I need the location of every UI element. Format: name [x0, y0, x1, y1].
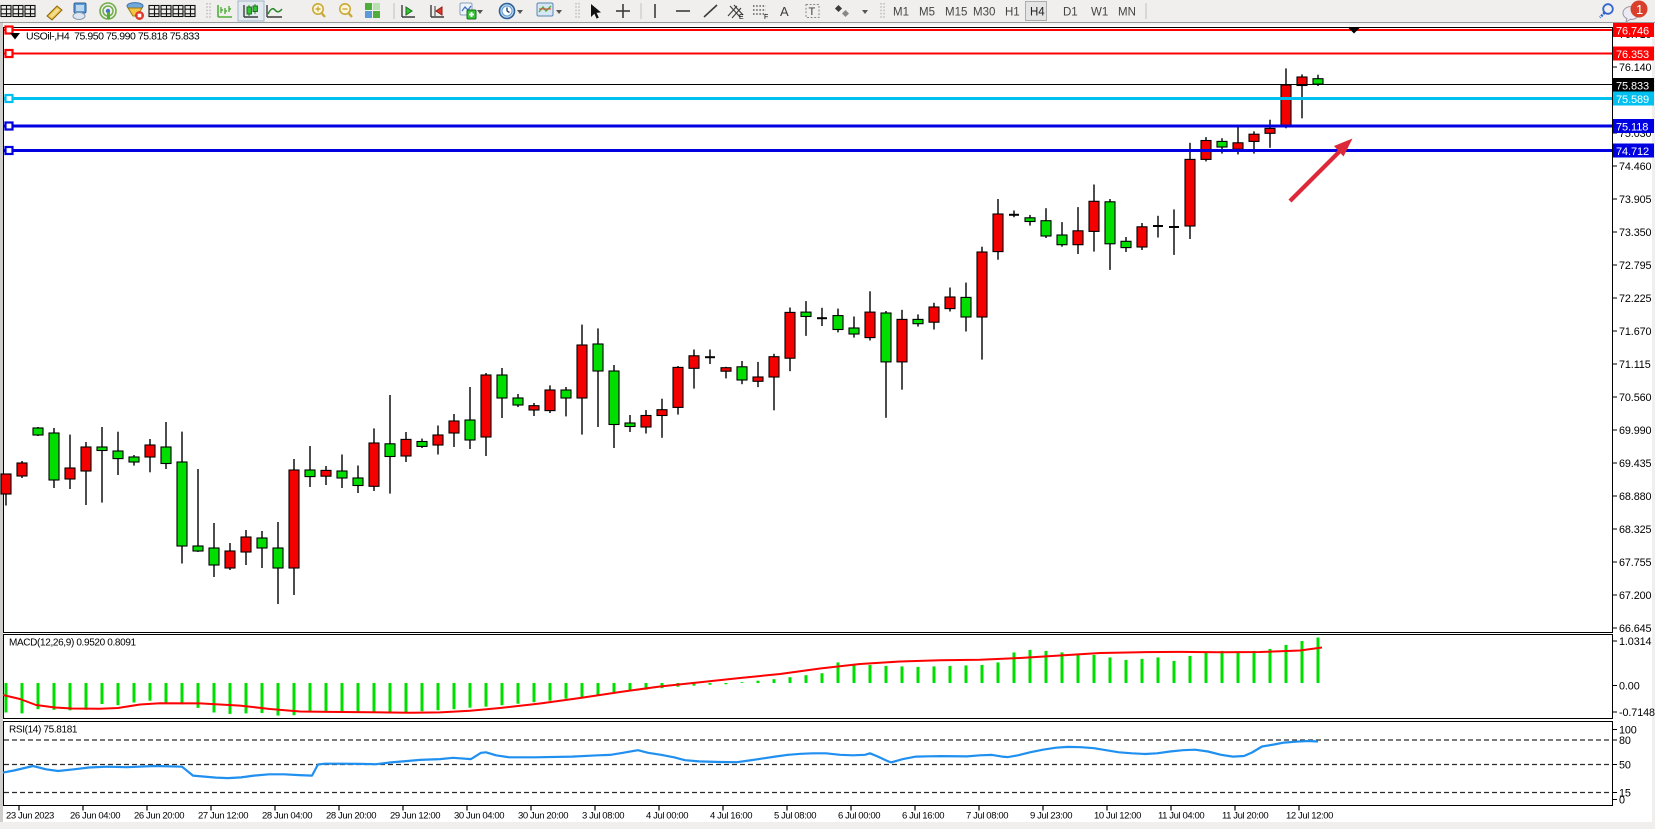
svg-text:RSI(14) 75.8181: RSI(14) 75.8181	[9, 725, 78, 736]
svg-text:76.353: 76.353	[1616, 49, 1649, 61]
svg-text:10 Jul 12:00: 10 Jul 12:00	[1094, 811, 1141, 822]
svg-text:75.118: 75.118	[1616, 122, 1648, 134]
svg-text:71.115: 71.115	[1619, 359, 1651, 371]
svg-text:50: 50	[1619, 760, 1631, 772]
svg-text:68.325: 68.325	[1619, 524, 1652, 536]
svg-text:MACD(12,26,9) 0.9520 0.8091: MACD(12,26,9) 0.9520 0.8091	[9, 638, 137, 649]
svg-text:76.140: 76.140	[1619, 62, 1652, 74]
svg-text:71.670: 71.670	[1619, 326, 1652, 338]
svg-text:11 Jul 04:00: 11 Jul 04:00	[1158, 811, 1204, 822]
svg-text:M15: M15	[945, 7, 967, 19]
svg-text:11 Jul 20:00: 11 Jul 20:00	[1222, 811, 1268, 822]
svg-text:74.712: 74.712	[1616, 146, 1649, 158]
svg-text:75.589: 75.589	[1616, 94, 1649, 106]
svg-text:3 Jul 08:00: 3 Jul 08:00	[582, 811, 624, 822]
svg-text:4 Jul 00:00: 4 Jul 00:00	[646, 811, 688, 822]
svg-text:12 Jul 12:00: 12 Jul 12:00	[1286, 811, 1333, 822]
svg-text:26 Jun 20:00: 26 Jun 20:00	[134, 811, 184, 822]
svg-text:72.225: 72.225	[1619, 293, 1652, 305]
svg-text:A: A	[780, 4, 789, 19]
svg-text:26 Jun 04:00: 26 Jun 04:00	[70, 811, 120, 822]
svg-text:H4: H4	[1030, 7, 1045, 19]
svg-text:29 Jun 12:00: 29 Jun 12:00	[390, 811, 440, 822]
svg-text:1: 1	[1636, 2, 1643, 17]
svg-text:100: 100	[1619, 725, 1637, 737]
svg-text:H1: H1	[1005, 7, 1020, 19]
svg-text:6 Jul 00:00: 6 Jul 00:00	[838, 811, 880, 822]
svg-text:5 Jul 08:00: 5 Jul 08:00	[774, 811, 816, 822]
svg-text:75.833: 75.833	[1616, 81, 1649, 93]
svg-text:9 Jul 23:00: 9 Jul 23:00	[1030, 811, 1072, 822]
svg-text:69.435: 69.435	[1619, 458, 1652, 470]
svg-text:76.746: 76.746	[1616, 26, 1649, 38]
svg-text:68.880: 68.880	[1619, 491, 1652, 503]
svg-text:0: 0	[1619, 795, 1625, 807]
svg-text:0.00: 0.00	[1619, 681, 1640, 693]
svg-text:70.560: 70.560	[1619, 392, 1652, 404]
svg-text:6 Jul 16:00: 6 Jul 16:00	[902, 811, 944, 822]
svg-text:30 Jun 04:00: 30 Jun 04:00	[454, 811, 504, 822]
svg-text:27 Jun 12:00: 27 Jun 12:00	[198, 811, 248, 822]
svg-text:74.460: 74.460	[1619, 161, 1652, 173]
svg-text:W1: W1	[1091, 7, 1108, 19]
svg-text:-0.7148: -0.7148	[1619, 707, 1655, 719]
svg-text:23 Jun 2023: 23 Jun 2023	[6, 811, 54, 822]
svg-text:73.350: 73.350	[1619, 227, 1652, 239]
svg-text:M1: M1	[893, 7, 909, 19]
svg-text:67.200: 67.200	[1619, 590, 1652, 602]
svg-text:80: 80	[1619, 735, 1631, 747]
svg-text:F: F	[764, 14, 768, 21]
svg-text:15: 15	[1619, 788, 1631, 800]
svg-text:D1: D1	[1063, 7, 1078, 19]
svg-text:72.795: 72.795	[1619, 260, 1652, 272]
svg-text:30 Jun 20:00: 30 Jun 20:00	[518, 811, 568, 822]
svg-text:MN: MN	[1118, 7, 1136, 19]
svg-text:7 Jul 08:00: 7 Jul 08:00	[966, 811, 1008, 822]
svg-text:1.0314: 1.0314	[1619, 636, 1652, 648]
svg-text:E: E	[739, 14, 744, 21]
svg-text:M5: M5	[919, 7, 935, 19]
svg-text:M30: M30	[973, 7, 995, 19]
svg-text:4 Jul 16:00: 4 Jul 16:00	[710, 811, 752, 822]
svg-text:28 Jun 20:00: 28 Jun 20:00	[326, 811, 376, 822]
svg-text:66.645: 66.645	[1619, 623, 1652, 635]
svg-text:69.990: 69.990	[1619, 425, 1652, 437]
svg-text:73.905: 73.905	[1619, 194, 1652, 206]
svg-text:28 Jun 04:00: 28 Jun 04:00	[262, 811, 312, 822]
svg-text:USOil-,H4 75.950 75.990 75.81: USOil-,H4 75.950 75.990 75.818 75.833	[26, 31, 200, 43]
svg-text:T: T	[809, 6, 816, 18]
svg-text:67.755: 67.755	[1619, 557, 1652, 569]
